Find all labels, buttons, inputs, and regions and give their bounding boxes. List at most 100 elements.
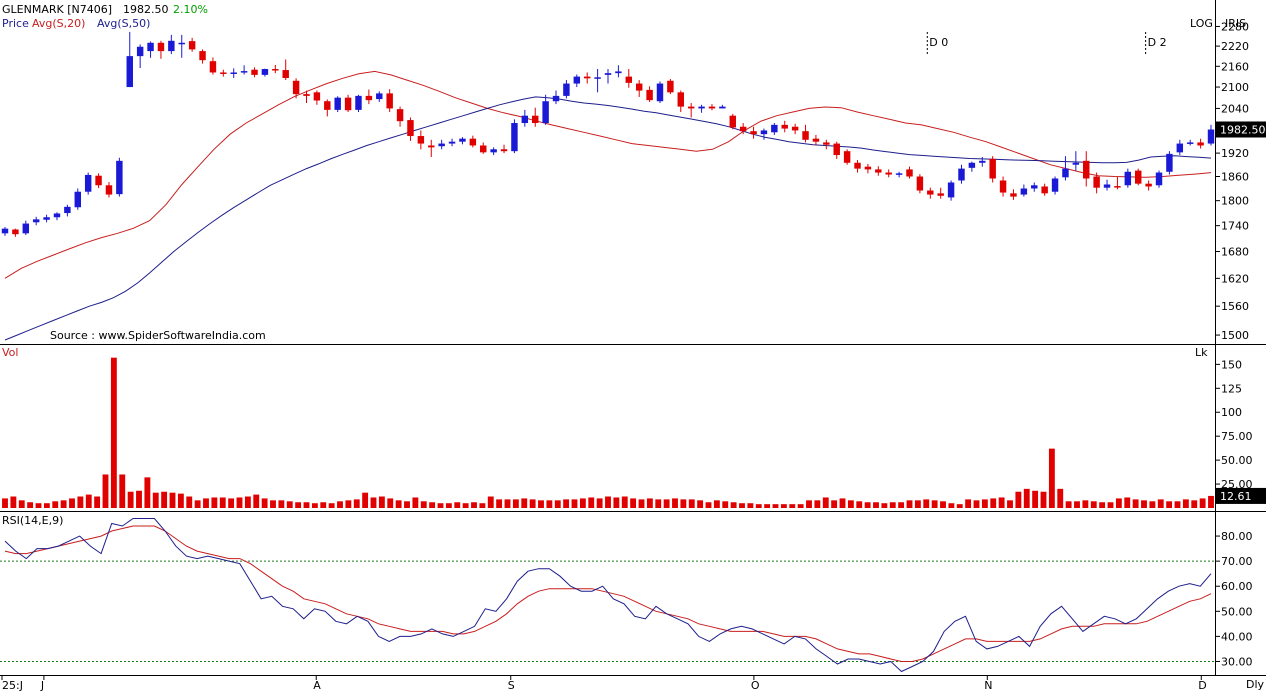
- x-axis: 25:J J A S O N D: [1, 676, 1207, 692]
- volume-bar: [236, 497, 243, 508]
- volume-bar: [1032, 490, 1039, 508]
- volume-bar: [923, 499, 930, 508]
- candle-body: [916, 176, 924, 191]
- volume-bar: [1166, 501, 1173, 508]
- volume-bar: [1132, 499, 1139, 508]
- candle: [199, 49, 206, 64]
- symbol-title: GLENMARK [N7406]: [2, 3, 112, 16]
- x-tick-label: O: [751, 679, 760, 692]
- volume-bar: [1040, 491, 1047, 508]
- volume-bar: [722, 501, 729, 508]
- volume-bar: [445, 503, 452, 508]
- volume-bar: [35, 503, 42, 508]
- last-price-box: [1216, 121, 1266, 138]
- rsi-panel: 80.00 70.00 60.00 50.00 40.00 30.00: [0, 518, 1253, 673]
- candle-body: [32, 219, 40, 223]
- volume-bar: [10, 496, 17, 508]
- candle-body: [1114, 186, 1121, 188]
- candle: [43, 214, 50, 223]
- rsi-tick-label: 60.00: [1221, 580, 1253, 593]
- candle-body: [843, 151, 851, 163]
- candle: [615, 65, 622, 78]
- candle-body: [677, 92, 684, 107]
- candle: [698, 104, 705, 113]
- period-label[interactable]: Dly: [1246, 678, 1265, 691]
- candle: [240, 65, 248, 75]
- candle: [687, 103, 695, 118]
- candle: [261, 68, 269, 77]
- price-tick-label: 1860: [1221, 171, 1249, 184]
- candle-body: [781, 124, 788, 129]
- volume-bar: [1023, 488, 1030, 508]
- candle: [656, 81, 664, 104]
- volume-bar: [496, 499, 503, 508]
- candle-body: [864, 166, 872, 170]
- candle: [428, 139, 435, 157]
- volume-bar: [772, 504, 779, 508]
- volume-bar: [579, 498, 586, 508]
- candle: [303, 90, 310, 104]
- volume-bar: [77, 496, 84, 508]
- volume-bar: [613, 497, 620, 508]
- price-tick-label: 1920: [1221, 147, 1249, 160]
- candle: [459, 137, 466, 145]
- candle: [885, 169, 892, 178]
- candle-body: [573, 76, 581, 84]
- volume-bar: [27, 502, 34, 508]
- candle-body: [999, 180, 1007, 193]
- candle-body: [220, 72, 227, 74]
- candle-body: [240, 71, 248, 73]
- candle: [1207, 124, 1215, 146]
- candle: [230, 68, 237, 78]
- price-tick-label: 1740: [1221, 220, 1249, 233]
- candle: [116, 157, 123, 197]
- candle: [105, 182, 113, 198]
- volume-bar: [965, 499, 972, 508]
- volume-unit-label: Lk: [1195, 346, 1208, 359]
- panel-frames: [0, 0, 1266, 676]
- candle: [344, 94, 352, 113]
- event-marker-label: D 2: [1148, 36, 1167, 49]
- candle: [708, 104, 716, 111]
- volume-bar: [52, 501, 59, 508]
- volume-tick-label: 75.00: [1221, 430, 1253, 443]
- volume-bar: [1208, 495, 1214, 508]
- last-price-title: 1982.50: [123, 3, 169, 16]
- x-tick-label: A: [313, 679, 321, 692]
- volume-bar: [102, 474, 109, 508]
- candle-body: [417, 136, 425, 144]
- scale-mode-log[interactable]: LOG: [1190, 17, 1213, 30]
- candle-body: [646, 89, 653, 101]
- candle-body: [958, 168, 965, 181]
- candle: [365, 89, 373, 105]
- rsi-tick-label: 80.00: [1221, 530, 1253, 543]
- candle-body: [583, 76, 591, 79]
- rsi-tick-label: 50.00: [1221, 605, 1253, 618]
- volume-bar: [244, 496, 251, 508]
- candle-body: [272, 69, 279, 71]
- candle-body: [729, 115, 736, 128]
- candle-body: [1062, 168, 1069, 178]
- volume-bar: [311, 503, 318, 508]
- volume-bar: [161, 491, 168, 508]
- candle-body: [376, 93, 383, 100]
- candle-body: [459, 138, 466, 142]
- candle: [906, 166, 913, 179]
- rsi-line: [4, 518, 1212, 673]
- candle: [490, 147, 497, 156]
- volume-tick-label: 100: [1221, 406, 1242, 419]
- volume-bar: [2, 498, 8, 508]
- volume-bar: [889, 502, 896, 508]
- volume-bar: [219, 497, 226, 508]
- candle: [64, 204, 71, 217]
- candle-body: [625, 76, 633, 83]
- avg20-line: [4, 70, 1212, 279]
- candle-body: [355, 95, 362, 110]
- scale-mode-iris[interactable]: IRIS: [1225, 17, 1246, 30]
- volume-bar: [1007, 500, 1013, 508]
- candle-body: [95, 175, 102, 186]
- volume-bar: [69, 498, 75, 508]
- volume-bar: [253, 494, 260, 508]
- candle: [511, 119, 518, 154]
- candle-body: [12, 229, 19, 235]
